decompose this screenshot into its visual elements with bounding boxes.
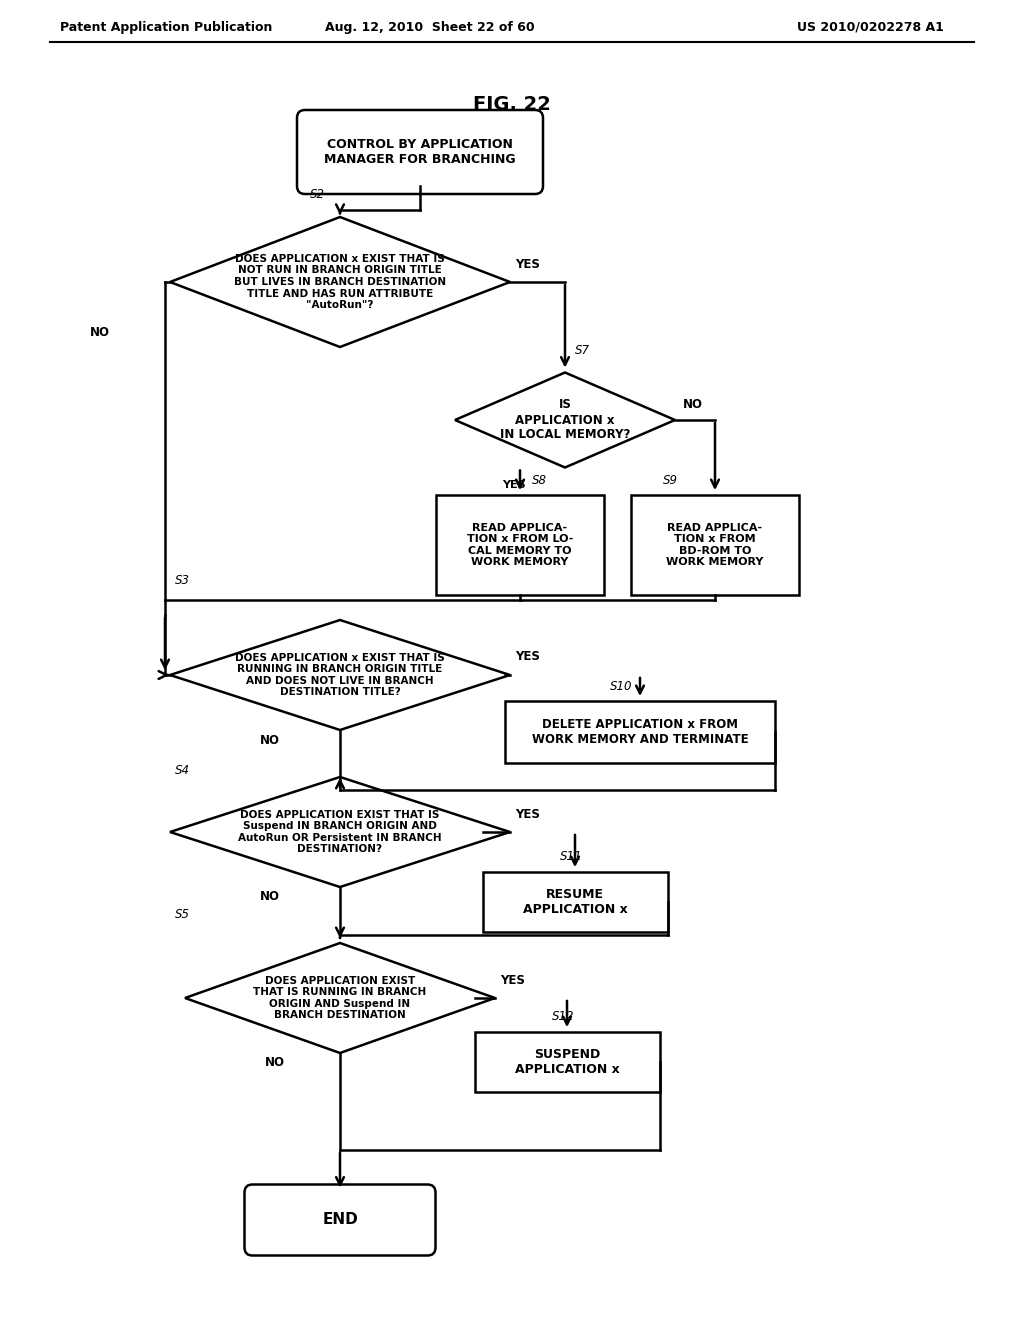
Text: NO: NO xyxy=(265,1056,285,1069)
Text: S2: S2 xyxy=(310,189,325,202)
Text: YES: YES xyxy=(515,651,540,664)
Text: YES: YES xyxy=(515,257,540,271)
Text: NO: NO xyxy=(90,326,110,338)
Polygon shape xyxy=(455,372,675,467)
Text: NO: NO xyxy=(260,734,280,747)
Polygon shape xyxy=(185,942,495,1053)
Text: RESUME
APPLICATION x: RESUME APPLICATION x xyxy=(522,888,628,916)
Text: US 2010/0202278 A1: US 2010/0202278 A1 xyxy=(797,21,943,33)
Text: S4: S4 xyxy=(175,763,190,776)
Text: Patent Application Publication: Patent Application Publication xyxy=(60,21,272,33)
FancyBboxPatch shape xyxy=(297,110,543,194)
Text: IS
APPLICATION x
IN LOCAL MEMORY?: IS APPLICATION x IN LOCAL MEMORY? xyxy=(500,399,630,441)
Text: SUSPEND
APPLICATION x: SUSPEND APPLICATION x xyxy=(515,1048,620,1076)
Text: S5: S5 xyxy=(175,908,190,921)
Text: YES: YES xyxy=(502,480,525,491)
Bar xyxy=(436,495,604,595)
Text: NO: NO xyxy=(683,399,703,412)
Text: YES: YES xyxy=(515,808,540,821)
Text: FIG. 22: FIG. 22 xyxy=(473,95,551,115)
Text: Aug. 12, 2010  Sheet 22 of 60: Aug. 12, 2010 Sheet 22 of 60 xyxy=(326,21,535,33)
Text: S8: S8 xyxy=(532,474,547,487)
FancyBboxPatch shape xyxy=(245,1184,435,1255)
Text: S9: S9 xyxy=(663,474,678,487)
Text: DOES APPLICATION x EXIST THAT IS
NOT RUN IN BRANCH ORIGIN TITLE
BUT LIVES IN BRA: DOES APPLICATION x EXIST THAT IS NOT RUN… xyxy=(233,253,446,310)
Polygon shape xyxy=(170,777,510,887)
Text: YES: YES xyxy=(500,974,525,986)
Polygon shape xyxy=(170,216,510,347)
Polygon shape xyxy=(170,620,510,730)
Text: DOES APPLICATION x EXIST THAT IS
RUNNING IN BRANCH ORIGIN TITLE
AND DOES NOT LIV: DOES APPLICATION x EXIST THAT IS RUNNING… xyxy=(236,652,444,697)
Bar xyxy=(631,495,799,595)
Bar xyxy=(482,873,668,932)
Text: S12: S12 xyxy=(552,1010,574,1023)
Text: S10: S10 xyxy=(610,680,633,693)
Text: READ APPLICA-
TION x FROM
BD-ROM TO
WORK MEMORY: READ APPLICA- TION x FROM BD-ROM TO WORK… xyxy=(667,523,764,568)
Bar xyxy=(474,1032,659,1092)
Bar xyxy=(505,701,775,763)
Text: END: END xyxy=(323,1213,357,1228)
Text: READ APPLICA-
TION x FROM LO-
CAL MEMORY TO
WORK MEMORY: READ APPLICA- TION x FROM LO- CAL MEMORY… xyxy=(467,523,573,568)
Text: DOES APPLICATION EXIST THAT IS
Suspend IN BRANCH ORIGIN AND
AutoRun OR Persisten: DOES APPLICATION EXIST THAT IS Suspend I… xyxy=(239,809,441,854)
Text: S11: S11 xyxy=(560,850,583,862)
Text: CONTROL BY APPLICATION
MANAGER FOR BRANCHING: CONTROL BY APPLICATION MANAGER FOR BRANC… xyxy=(325,139,516,166)
Text: DOES APPLICATION EXIST
THAT IS RUNNING IN BRANCH
ORIGIN AND Suspend IN
BRANCH DE: DOES APPLICATION EXIST THAT IS RUNNING I… xyxy=(253,975,427,1020)
Text: S3: S3 xyxy=(175,573,190,586)
Text: DELETE APPLICATION x FROM
WORK MEMORY AND TERMINATE: DELETE APPLICATION x FROM WORK MEMORY AN… xyxy=(531,718,749,746)
Text: S7: S7 xyxy=(575,345,590,356)
Text: NO: NO xyxy=(260,891,280,903)
